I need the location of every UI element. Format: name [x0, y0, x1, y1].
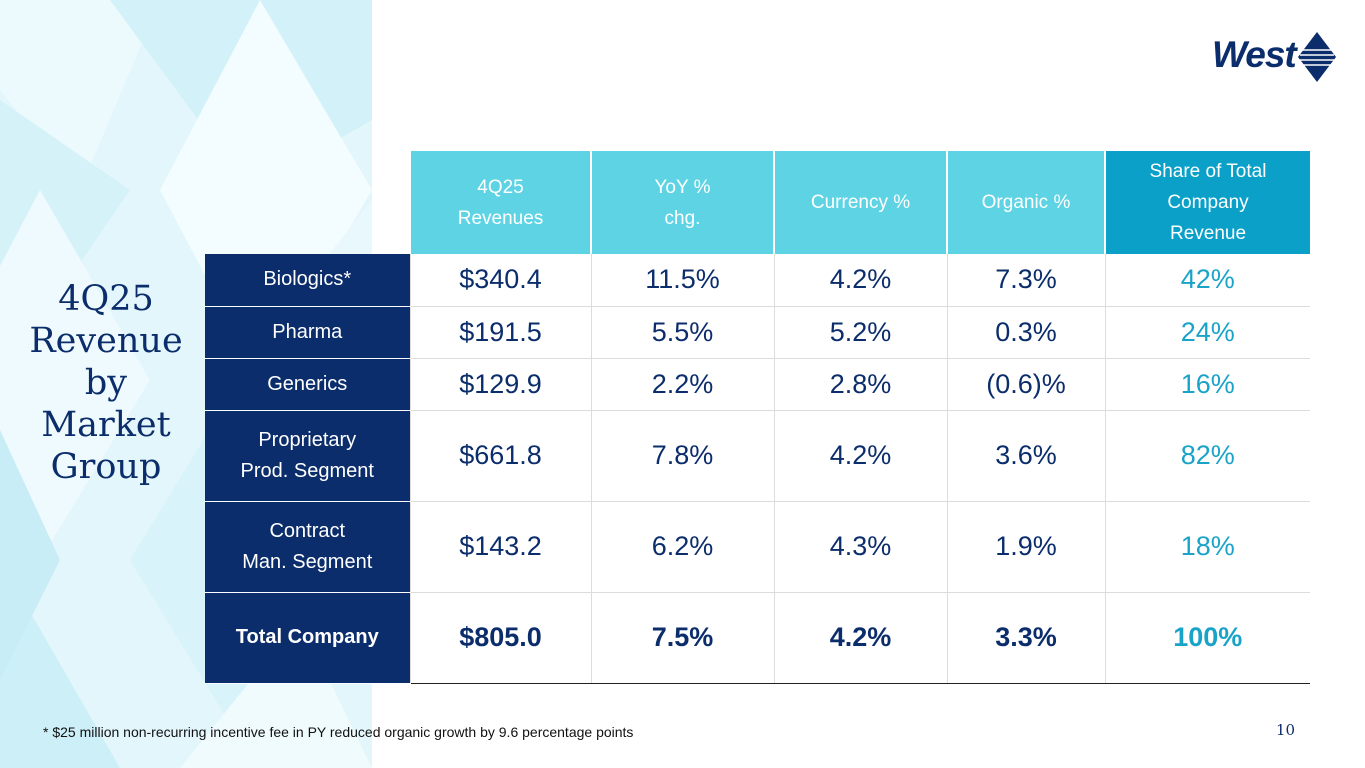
revenue-cell: $805.0 [409, 591, 591, 684]
revenue-cell: $661.8 [409, 409, 591, 502]
header-share: Share of Total Company Revenue [1104, 151, 1310, 254]
revenue-cell: $143.2 [409, 501, 591, 593]
currency-cell: 5.2% [773, 306, 947, 359]
row-label: Generics [205, 358, 410, 411]
title-line: 4Q25 [58, 279, 154, 319]
organic-cell: 3.3% [946, 591, 1105, 684]
organic-cell: 1.9% [946, 501, 1105, 593]
table-row: Contract Man. Segment $143.2 6.2% 4.3% 1.… [205, 501, 1310, 593]
share-cell: 24% [1104, 306, 1310, 359]
row-label: Pharma [205, 306, 410, 359]
revenue-cell: $340.4 [409, 254, 591, 307]
footnote: * $25 million non-recurring incentive fe… [43, 724, 634, 740]
row-label: Biologics* [205, 254, 410, 307]
share-cell: 42% [1104, 254, 1310, 307]
yoy-cell: 5.5% [590, 306, 774, 359]
revenue-cell: $129.9 [409, 358, 591, 411]
west-logo: West [1212, 32, 1336, 82]
revenue-cell: $191.5 [409, 306, 591, 359]
table-row: Generics $129.9 2.2% 2.8% (0.6)% 16% [205, 358, 1310, 411]
yoy-cell: 7.5% [590, 591, 774, 684]
table-total-row: Total Company $805.0 7.5% 4.2% 3.3% 100% [205, 591, 1310, 684]
table-header-row: 4Q25 Revenues YoY % chg. Currency % Organi… [205, 151, 1310, 254]
yoy-cell: 6.2% [590, 501, 774, 593]
share-cell: 18% [1104, 501, 1310, 593]
title-line: Revenue [29, 321, 183, 361]
revenue-table: 4Q25 Revenues YoY % chg. Currency % Organi… [205, 151, 1310, 684]
title-line: by [84, 363, 128, 403]
yoy-cell: 11.5% [590, 254, 774, 307]
currency-cell: 2.8% [773, 358, 947, 411]
currency-cell: 4.2% [773, 254, 947, 307]
header-yoy: YoY % chg. [590, 151, 774, 254]
row-label: Total Company [205, 591, 410, 684]
row-label: Proprietary Prod. Segment [205, 410, 410, 502]
currency-cell: 4.3% [773, 501, 947, 593]
table-row: Biologics* $340.4 11.5% 4.2% 7.3% 42% [205, 254, 1310, 307]
logo-text: West [1212, 34, 1297, 75]
organic-cell: 0.3% [946, 306, 1105, 359]
header-currency: Currency % [773, 151, 947, 254]
organic-cell: (0.6)% [946, 358, 1105, 411]
slide-title: 4Q25 Revenue by Market Group [18, 278, 194, 488]
share-cell: 100% [1104, 591, 1310, 684]
title-line: Group [50, 447, 162, 487]
yoy-cell: 7.8% [590, 409, 774, 502]
yoy-cell: 2.2% [590, 358, 774, 411]
share-cell: 16% [1104, 358, 1310, 411]
share-cell: 82% [1104, 409, 1310, 502]
organic-cell: 7.3% [946, 254, 1105, 307]
currency-cell: 4.2% [773, 591, 947, 684]
row-label: Contract Man. Segment [205, 501, 410, 593]
diamond-logo-icon [1298, 32, 1336, 82]
table-row: Pharma $191.5 5.5% 5.2% 0.3% 24% [205, 306, 1310, 359]
header-organic: Organic % [946, 151, 1105, 254]
currency-cell: 4.2% [773, 409, 947, 502]
header-revenues: 4Q25 Revenues [409, 151, 591, 254]
table-row: Proprietary Prod. Segment $661.8 7.8% 4.2… [205, 409, 1310, 502]
organic-cell: 3.6% [946, 409, 1105, 502]
title-line: Market [41, 405, 171, 445]
header-blank-cell [205, 151, 410, 254]
page-number: 10 [1276, 721, 1296, 739]
